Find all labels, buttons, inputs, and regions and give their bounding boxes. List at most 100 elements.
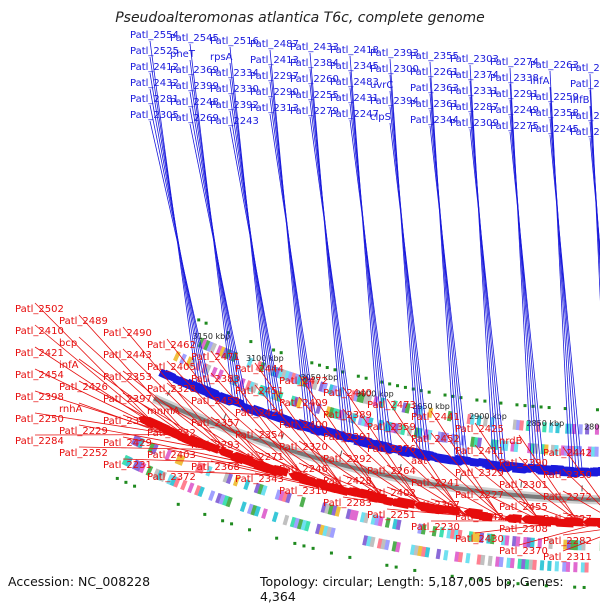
feature-block [240, 501, 247, 512]
rna-marker [404, 386, 407, 389]
rna-marker [444, 394, 447, 397]
feature-block [208, 490, 215, 501]
reverse-gene-label: Patl_2490 [103, 328, 152, 339]
reverse-gene-label: Patl_2410 [15, 326, 64, 337]
reverse-gene-label: Patl_2425 [455, 424, 504, 435]
kbp-tick-label: 2900 kbp [469, 412, 507, 421]
reverse-gene-label: Patl_2409 [279, 398, 328, 409]
reverse-gene-leader [563, 526, 600, 535]
forward-gene-leader [550, 103, 576, 469]
reverse-gene-label: Patl_2411 [455, 446, 504, 457]
rna-marker [302, 544, 305, 547]
rna-marker [248, 528, 251, 531]
reverse-gene-label: Patl_2430 [455, 534, 504, 545]
rna-marker [197, 318, 200, 321]
rna-marker [413, 569, 416, 572]
forward-gene-label: clpS [370, 112, 391, 123]
rna-marker [499, 402, 502, 405]
forward-gene-label: ihfA [530, 76, 550, 87]
map-title: Pseudoalteromonas atlantica T6c, complet… [0, 10, 600, 26]
forward-gene-label: ihfB [570, 95, 590, 106]
reverse-gene-label: Patl_2283 [323, 498, 372, 509]
feature-block [443, 550, 448, 560]
reverse-gene-label: Patl_2398 [15, 392, 64, 403]
rna-marker [388, 382, 391, 385]
reverse-gene-label: Patl_2397 [103, 394, 152, 405]
forward-gene-label: Patl_2262 [570, 63, 600, 74]
rna-marker [548, 406, 551, 409]
forward-gene-leader [390, 91, 423, 452]
reverse-gene-label: Patl_2400 [279, 420, 328, 431]
rna-marker [475, 399, 478, 402]
reverse-gene-label: Patl_2368 [191, 462, 240, 473]
feature-block [299, 497, 306, 508]
rna-marker [116, 477, 119, 480]
feature-block [578, 424, 582, 434]
feature-block [584, 562, 588, 572]
reverse-gene-label: Patl_2231 [103, 460, 152, 471]
reverse-gene-label: Patl_2251 [367, 510, 416, 521]
reverse-gene-label: Patl_2405 [147, 362, 196, 373]
feature-block [173, 351, 181, 362]
reverse-gene-label: Patl_2370 [499, 546, 548, 557]
reverse-gene-label: Patl_2452 [411, 434, 460, 445]
reverse-gene-label: Patl_2454 [15, 370, 64, 381]
reverse-gene-label: Patl_2372 [147, 472, 196, 483]
reverse-gene-label: Patl_2271 [235, 452, 284, 463]
feature-block [261, 508, 268, 519]
rna-marker [515, 403, 518, 406]
reverse-gene-label: Patl_2472 [279, 376, 328, 387]
reverse-gene-label: Patl_2293 [191, 440, 240, 451]
rna-marker [124, 481, 127, 484]
reverse-gene-label: Patl_2389 [323, 410, 372, 421]
reverse-gene-label: Patl_2403 [147, 450, 196, 461]
feature-block [573, 562, 577, 572]
reverse-gene-label: Patl_2292 [323, 454, 372, 465]
reverse-gene-label: Patl_2350 [543, 470, 592, 481]
rna-marker [203, 513, 206, 516]
reverse-gene-label: Patl_2308 [499, 524, 548, 535]
reverse-gene-label: Patl_2428 [323, 476, 372, 487]
forward-gene-leader [510, 116, 541, 467]
forward-gene-label: Patl_2243 [210, 116, 259, 127]
feature-block [532, 560, 537, 570]
forward-gene-label: Patl_2340 [570, 127, 600, 138]
forward-gene-label: Patl_2461 [570, 79, 600, 90]
forward-gene-leader [590, 90, 600, 470]
reverse-gene-label: Patl_2376 [367, 444, 416, 455]
reverse-gene-label: Patl_2471 [191, 352, 240, 363]
reverse-gene-label: Patl_2332 [147, 428, 196, 439]
rna-marker [451, 395, 454, 398]
rna-marker [318, 364, 321, 367]
forward-gene-leader [510, 132, 544, 467]
forward-gene-leader [470, 113, 502, 464]
reverse-gene-label: Patl_2444 [235, 364, 284, 375]
rna-marker [540, 405, 543, 408]
reverse-gene-label: Patl_2441 [411, 412, 460, 423]
feature-block [272, 512, 279, 523]
reverse-gene-label: Patl_2329 [455, 468, 504, 479]
reverse-gene-label: Patl_2250 [15, 414, 64, 425]
rna-marker [385, 564, 388, 567]
reverse-gene-label: Patl_2357 [191, 418, 240, 429]
reverse-gene-label: Patl_2473 [367, 400, 416, 411]
reverse-gene-label: Patl_2227 [455, 490, 504, 501]
reverse-gene-label: Patl_2453 [191, 396, 240, 407]
reverse-gene-label: Patl_2311 [543, 552, 592, 563]
reverse-gene-label: Patl_2383 [191, 374, 240, 385]
reverse-gene-label: Patl_2343 [235, 474, 284, 485]
reverse-gene-label: Patl_2429 [103, 438, 152, 449]
reverse-gene-label: Patl_2252 [59, 448, 108, 459]
feature-block [488, 556, 493, 566]
forward-gene-labels: Patl_2554Patl_2545Patl_2516Patl_2487Patl… [130, 30, 600, 138]
feature-block [436, 549, 441, 559]
forward-gene-leader [510, 84, 535, 467]
reverse-gene-label: Patl_2241 [411, 478, 460, 489]
reverse-gene-label: Patl_2284 [15, 436, 64, 447]
rna-marker [293, 542, 296, 545]
reverse-gene-label: Patl_2455 [499, 502, 548, 513]
reverse-gene-label: mnmA [147, 406, 180, 417]
reverse-gene-label: Patl_2341 [103, 416, 152, 427]
feature-block [465, 553, 470, 563]
forward-gene-leader [590, 106, 600, 470]
